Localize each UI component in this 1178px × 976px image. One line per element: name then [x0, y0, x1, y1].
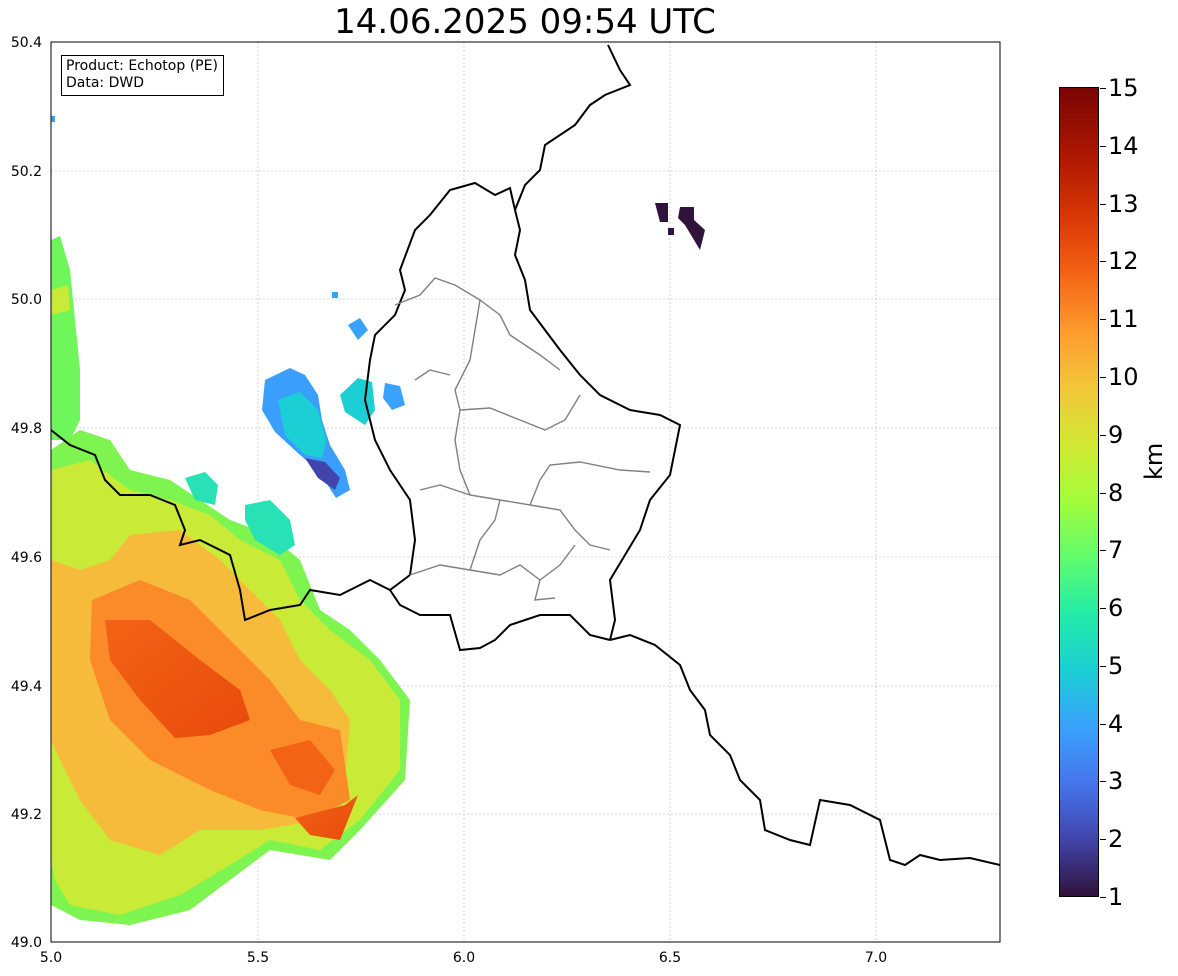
colorbar-tick [1100, 203, 1106, 205]
y-tick-label: 50.4 [11, 35, 42, 51]
colorbar-tick [1100, 492, 1106, 494]
y-tick-label: 50.2 [11, 164, 42, 180]
echotop-field [51, 116, 705, 925]
colorbar-tick-label: 3 [1108, 767, 1124, 796]
country-borders [51, 44, 1000, 867]
echo-cell-3 [245, 500, 295, 555]
border-de-fr [609, 633, 1000, 867]
product-label: Product: Echotop (PE) [66, 58, 218, 74]
colorbar-unit-label: km [1140, 442, 1168, 480]
x-tick-label: 7.0 [865, 950, 887, 966]
colorbar-tick [1100, 261, 1106, 263]
colorbar-tick-label: 7 [1108, 536, 1124, 565]
district-borders [394, 277, 651, 601]
data-source-label: Data: DWD [66, 75, 144, 91]
colorbar-tick [1100, 319, 1106, 321]
axis-labels: 5.0 5.5 6.0 6.5 7.0 49.0 49.2 49.4 49.6 … [11, 35, 887, 966]
border-lux-south [389, 589, 611, 652]
colorbar-tick [1100, 723, 1106, 725]
colorbar-tick-label: 15 [1108, 74, 1139, 102]
colorbar-tick [1100, 434, 1106, 436]
colorbar-tick-label: 1 [1108, 883, 1124, 911]
colorbar-tick-label: 8 [1108, 478, 1124, 507]
product-info-box: Product: Echotop (PE) Data: DWD [61, 55, 224, 96]
y-tick-label: 49.4 [11, 679, 42, 695]
colorbar-tick-label: 12 [1108, 247, 1139, 276]
colorbar-tick-label: 10 [1108, 362, 1139, 391]
colorbar-tick [1100, 550, 1106, 552]
colorbar-tick-label: 13 [1108, 189, 1139, 218]
colorbar-tick [1100, 839, 1106, 841]
map-title: 14.06.2025 09:54 UTC [334, 2, 716, 42]
echo-region-strip [51, 236, 80, 440]
colorbar-tick [1100, 608, 1106, 610]
y-tick-label: 49.2 [11, 807, 42, 823]
x-tick-label: 5.5 [247, 950, 269, 966]
colorbar-tick-label: 2 [1108, 825, 1124, 854]
colorbar-tick-label: 9 [1108, 420, 1124, 449]
colorbar-tick [1100, 88, 1106, 89]
colorbar-tick-label: 14 [1108, 131, 1139, 160]
border-de-be-north [514, 44, 632, 211]
colorbar [1059, 87, 1099, 897]
y-tick-label: 49.8 [11, 421, 42, 437]
echo-cell-4 [655, 203, 668, 222]
colorbar-tick-label: 11 [1108, 305, 1139, 334]
y-tick-label: 49.6 [11, 550, 42, 566]
border-lux-west [363, 181, 682, 641]
colorbar-tick-label: 4 [1108, 709, 1124, 738]
x-tick-label: 6.0 [453, 950, 475, 966]
y-tick-label: 50.0 [11, 292, 42, 308]
colorbar-tick [1100, 376, 1106, 378]
colorbar-tick [1100, 665, 1106, 667]
x-tick-label: 5.0 [40, 950, 62, 966]
colorbar-tick [1100, 897, 1106, 898]
y-tick-label: 49.0 [11, 935, 42, 951]
echo-region-intense [105, 620, 250, 738]
colorbar-tick-label: 6 [1108, 594, 1124, 623]
plot-frame [50, 41, 1001, 943]
x-tick-label: 6.5 [659, 950, 681, 966]
colorbar-tick [1100, 145, 1106, 147]
colorbar-tick-label: 5 [1108, 651, 1124, 680]
border-fr-be [51, 429, 411, 622]
colorbar-tick [1100, 781, 1106, 783]
